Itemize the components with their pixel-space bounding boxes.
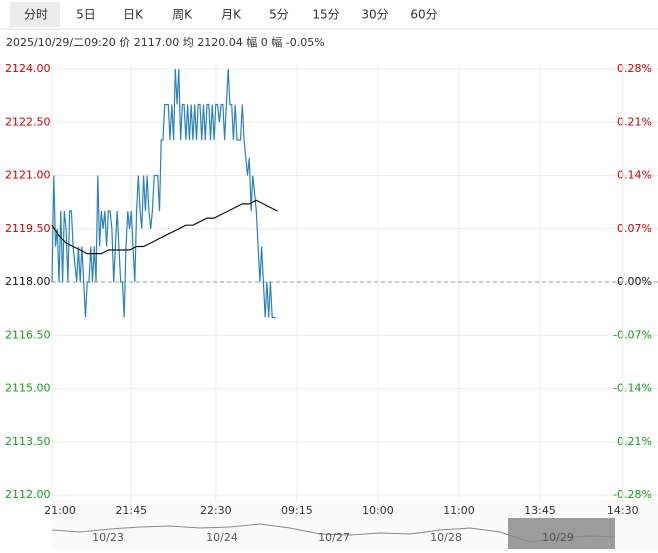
x-tick-label: 14:30	[607, 504, 639, 517]
x-tick-label: 13:45	[524, 504, 556, 517]
navigator-window	[508, 518, 615, 549]
tab[interactable]: 月K	[221, 8, 242, 22]
y-tick-label: 2112.00	[5, 488, 51, 501]
y-tick-label: 2115.00	[5, 382, 51, 395]
active-tab-bg	[10, 2, 60, 27]
x-tick-label: 11:00	[443, 504, 475, 517]
navigator-trace	[51, 523, 616, 543]
date-label: 10/23	[92, 531, 124, 544]
tab[interactable]: 5分	[269, 8, 289, 22]
x-tick-label: 21:45	[115, 504, 147, 517]
price-line	[51, 68, 276, 319]
y2-tick-label: 0.14%	[617, 169, 652, 182]
y2-tick-label: -0.07%	[613, 328, 652, 341]
y2-tick-label: 0.21%	[617, 115, 652, 128]
tab-bar	[0, 0, 658, 29]
y-tick-label: 2124.00	[5, 62, 51, 75]
tab[interactable]: 日K	[123, 8, 144, 22]
date-label: 10/27	[318, 531, 350, 544]
info-line: 2025/10/29/二09:20 价 2117.00 均 2120.04 幅 …	[6, 36, 325, 49]
tab[interactable]: 周K	[172, 8, 193, 22]
date-label: 10/29	[542, 531, 574, 544]
x-tick-label: 09:15	[281, 504, 313, 517]
y-tick-label: 2121.00	[5, 169, 51, 182]
tab[interactable]: 60分	[410, 8, 437, 22]
y-tick-label: 2119.50	[5, 222, 51, 235]
tab[interactable]: 15分	[312, 8, 339, 22]
tab[interactable]: 5日	[76, 8, 96, 22]
y-tick-label: 2122.50	[5, 115, 51, 128]
y2-tick-label: 0.21%	[617, 435, 652, 448]
tab[interactable]: 30分	[361, 8, 388, 22]
y-tick-label: 2113.50	[5, 435, 51, 448]
y2-tick-label: 0.28%	[617, 62, 652, 75]
tab[interactable]: 分时	[24, 8, 48, 22]
x-tick-label: 10:00	[362, 504, 394, 517]
date-label: 10/28	[430, 531, 462, 544]
y2-tick-label: -0.28%	[613, 488, 652, 501]
y-tick-label: 2116.50	[5, 328, 51, 341]
date-label: 10/24	[206, 531, 238, 544]
y2-tick-label: 0.07%	[617, 222, 652, 235]
x-tick-label: 21:00	[44, 504, 76, 517]
y2-tick-label: -0.14%	[613, 382, 652, 395]
x-tick-label: 22:30	[200, 504, 232, 517]
price-line	[51, 199, 278, 255]
y-tick-label: 2118.00	[5, 275, 51, 288]
